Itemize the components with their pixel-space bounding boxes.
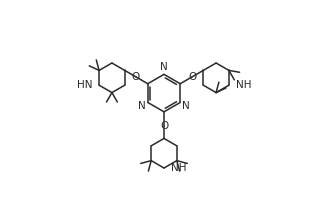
Text: O: O	[160, 121, 168, 131]
Text: O: O	[132, 72, 140, 82]
Text: N: N	[160, 62, 168, 72]
Text: O: O	[188, 72, 196, 82]
Text: N: N	[182, 101, 190, 111]
Text: NH: NH	[236, 80, 251, 90]
Text: HN: HN	[77, 80, 92, 90]
Text: NH: NH	[171, 163, 186, 173]
Text: N: N	[138, 101, 146, 111]
